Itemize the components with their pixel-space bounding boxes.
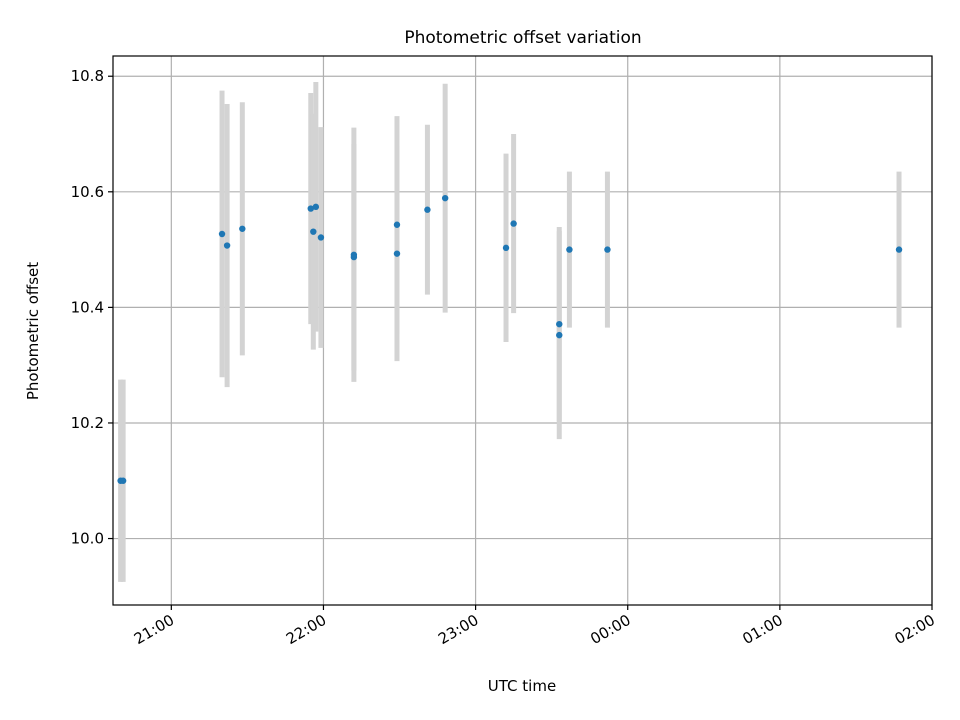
data-point [310,228,317,235]
y-tick-label: 10.8 [71,67,104,85]
data-point [239,225,246,232]
y-tick-label: 10.6 [71,183,104,201]
y-axis-label: Photometric offset [24,262,42,400]
data-point [312,203,320,211]
y-tick-label: 10.2 [71,414,104,432]
data-point [119,477,127,484]
chart-title: Photometric offset variation [404,28,641,48]
data-point [223,242,231,249]
data-point [566,246,573,253]
axes-frame [112,55,933,606]
data-point [307,205,314,212]
data-point [424,206,431,213]
x-axis-label: UTC time [488,677,556,695]
data-point [350,253,358,261]
data-point [317,234,325,241]
data-point [441,194,449,202]
data-point [556,331,563,339]
y-tick-label: 10.4 [71,298,104,316]
data-point [502,244,510,252]
data-point [604,246,611,253]
data-point [393,221,401,228]
data-point [895,246,903,253]
y-tick-label: 10.0 [71,530,104,548]
data-point [510,220,517,227]
data-point [393,250,401,257]
data-point [218,230,226,238]
data-point [556,320,563,328]
